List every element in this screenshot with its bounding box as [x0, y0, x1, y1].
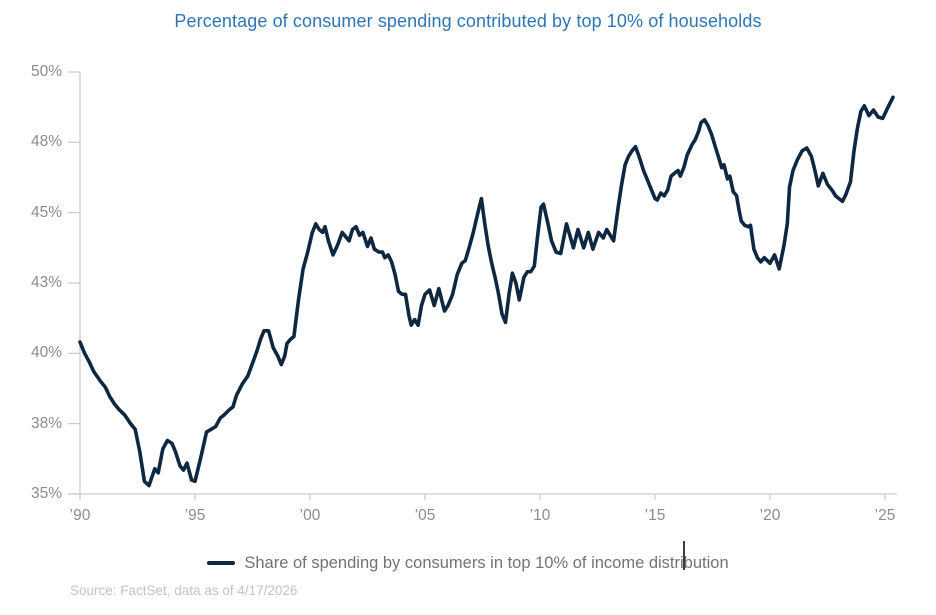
spending-share-series-line: [78, 95, 895, 488]
legend-label[interactable]: Share of spending by consumers in top 10…: [244, 553, 729, 572]
legend-line-swatch: [207, 561, 236, 565]
source-note: Source: FactSet, data as of 4/17/2026: [70, 583, 298, 598]
y-tick-label: 45%: [30, 203, 62, 221]
x-tick-label: ’00: [299, 507, 321, 524]
y-tick-label: 50%: [30, 63, 62, 80]
chart-title: Percentage of consumer spending contribu…: [174, 11, 762, 31]
x-tick-label: ’20: [759, 507, 781, 524]
y-tick-label: 48%: [30, 133, 62, 151]
x-tick-label: ’15: [644, 507, 666, 524]
x-tick-label: ’95: [184, 507, 206, 524]
x-tick-label: ’05: [414, 507, 436, 524]
y-tick-label: 43%: [30, 274, 62, 291]
y-tick-label: 38%: [30, 414, 62, 432]
text-cursor: [683, 541, 685, 570]
x-tick-label: ’10: [529, 507, 551, 524]
x-tick-label: ’25: [874, 507, 896, 524]
x-tick-label: ’90: [69, 507, 91, 524]
y-tick-label: 35%: [30, 485, 62, 502]
chart-legend: Share of spending by consumers in top 10…: [0, 550, 936, 576]
y-tick-label: 40%: [30, 344, 62, 362]
